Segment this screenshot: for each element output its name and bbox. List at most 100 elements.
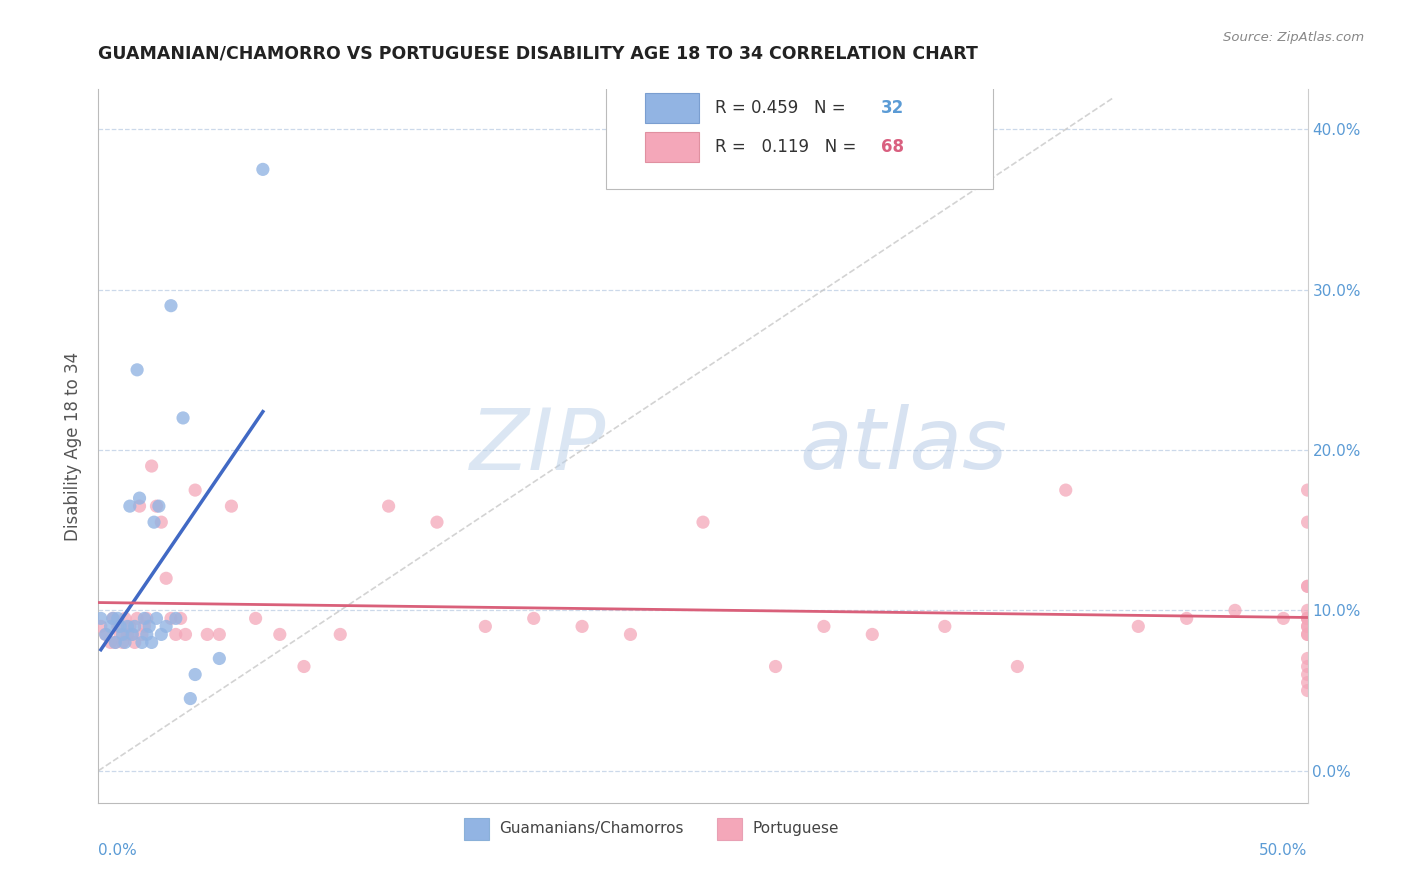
Point [1296, 603, 1319, 617]
Point [124, 619, 146, 633]
Point [1296, 659, 1319, 673]
Text: Portuguese: Portuguese [752, 822, 839, 836]
Point [121, 627, 143, 641]
Text: atlas: atlas [800, 404, 1008, 488]
Point [145, 499, 167, 513]
Point [221, 499, 243, 513]
Point [155, 571, 177, 585]
Point [117, 627, 139, 641]
Point [1175, 611, 1198, 625]
Point [127, 363, 149, 377]
Point [107, 619, 129, 633]
Point [160, 611, 183, 625]
Point [1296, 651, 1319, 665]
Point [107, 611, 129, 625]
Point [100, 619, 122, 633]
Point [128, 491, 150, 505]
Point [165, 611, 187, 625]
Text: R = 0.459   N =: R = 0.459 N = [716, 100, 851, 118]
Point [1296, 619, 1319, 633]
Point [111, 627, 134, 641]
Point [141, 635, 163, 649]
Point [104, 635, 127, 649]
Text: Source: ZipAtlas.com: Source: ZipAtlas.com [1223, 31, 1364, 45]
Point [135, 627, 157, 641]
Point [114, 611, 136, 625]
Point [127, 611, 149, 625]
Point [94, 627, 117, 641]
Point [128, 499, 150, 513]
Text: 32: 32 [880, 100, 904, 118]
Point [135, 611, 157, 625]
Point [1296, 619, 1319, 633]
Text: 68: 68 [880, 138, 904, 156]
Point [1296, 611, 1319, 625]
FancyBboxPatch shape [606, 68, 993, 189]
Point [104, 635, 127, 649]
Point [143, 515, 166, 529]
Text: GUAMANIAN/CHAMORRO VS PORTUGUESE DISABILITY AGE 18 TO 34 CORRELATION CHART: GUAMANIAN/CHAMORRO VS PORTUGUESE DISABIL… [98, 45, 979, 62]
Point [1223, 603, 1246, 617]
Point [94, 627, 117, 641]
Point [1296, 515, 1319, 529]
Point [141, 458, 163, 473]
Point [145, 611, 167, 625]
Point [1272, 611, 1295, 625]
Point [1007, 659, 1029, 673]
Point [90, 619, 112, 633]
Point [138, 619, 160, 633]
Point [150, 515, 173, 529]
Point [1128, 619, 1150, 633]
Point [100, 635, 122, 649]
FancyBboxPatch shape [645, 132, 699, 162]
Point [1296, 579, 1319, 593]
Point [292, 659, 315, 673]
Point [571, 619, 593, 633]
Point [1296, 579, 1319, 593]
Point [1296, 483, 1319, 497]
Point [252, 162, 274, 177]
Point [1296, 675, 1319, 690]
Point [155, 619, 177, 633]
Point [377, 499, 399, 513]
Point [1296, 627, 1319, 641]
Point [148, 499, 170, 513]
Point [1296, 667, 1319, 681]
Point [184, 667, 207, 681]
Point [131, 635, 153, 649]
Point [169, 611, 191, 625]
Point [1296, 611, 1319, 625]
Point [208, 627, 231, 641]
Point [184, 483, 207, 497]
Y-axis label: Disability Age 18 to 34: Disability Age 18 to 34 [65, 351, 83, 541]
Point [101, 611, 124, 625]
Point [245, 611, 267, 625]
Point [523, 611, 546, 625]
Point [108, 627, 131, 641]
Point [860, 627, 883, 641]
Point [160, 299, 183, 313]
Text: R =   0.119   N =: R = 0.119 N = [716, 138, 862, 156]
Point [111, 635, 134, 649]
Point [174, 627, 197, 641]
Point [179, 691, 201, 706]
Point [195, 627, 218, 641]
Point [165, 627, 187, 641]
Point [474, 619, 496, 633]
Point [117, 619, 139, 633]
Point [121, 627, 143, 641]
Text: ZIP: ZIP [470, 404, 606, 488]
Point [150, 627, 173, 641]
Point [1296, 683, 1319, 698]
Text: Guamanians/Chamorros: Guamanians/Chamorros [499, 822, 683, 836]
Point [131, 627, 153, 641]
Text: 0.0%: 0.0% [98, 843, 138, 858]
FancyBboxPatch shape [645, 94, 699, 123]
Point [813, 619, 835, 633]
Point [765, 659, 787, 673]
Point [134, 611, 156, 625]
Point [101, 611, 124, 625]
Point [329, 627, 352, 641]
Point [1054, 483, 1077, 497]
Point [118, 499, 141, 513]
